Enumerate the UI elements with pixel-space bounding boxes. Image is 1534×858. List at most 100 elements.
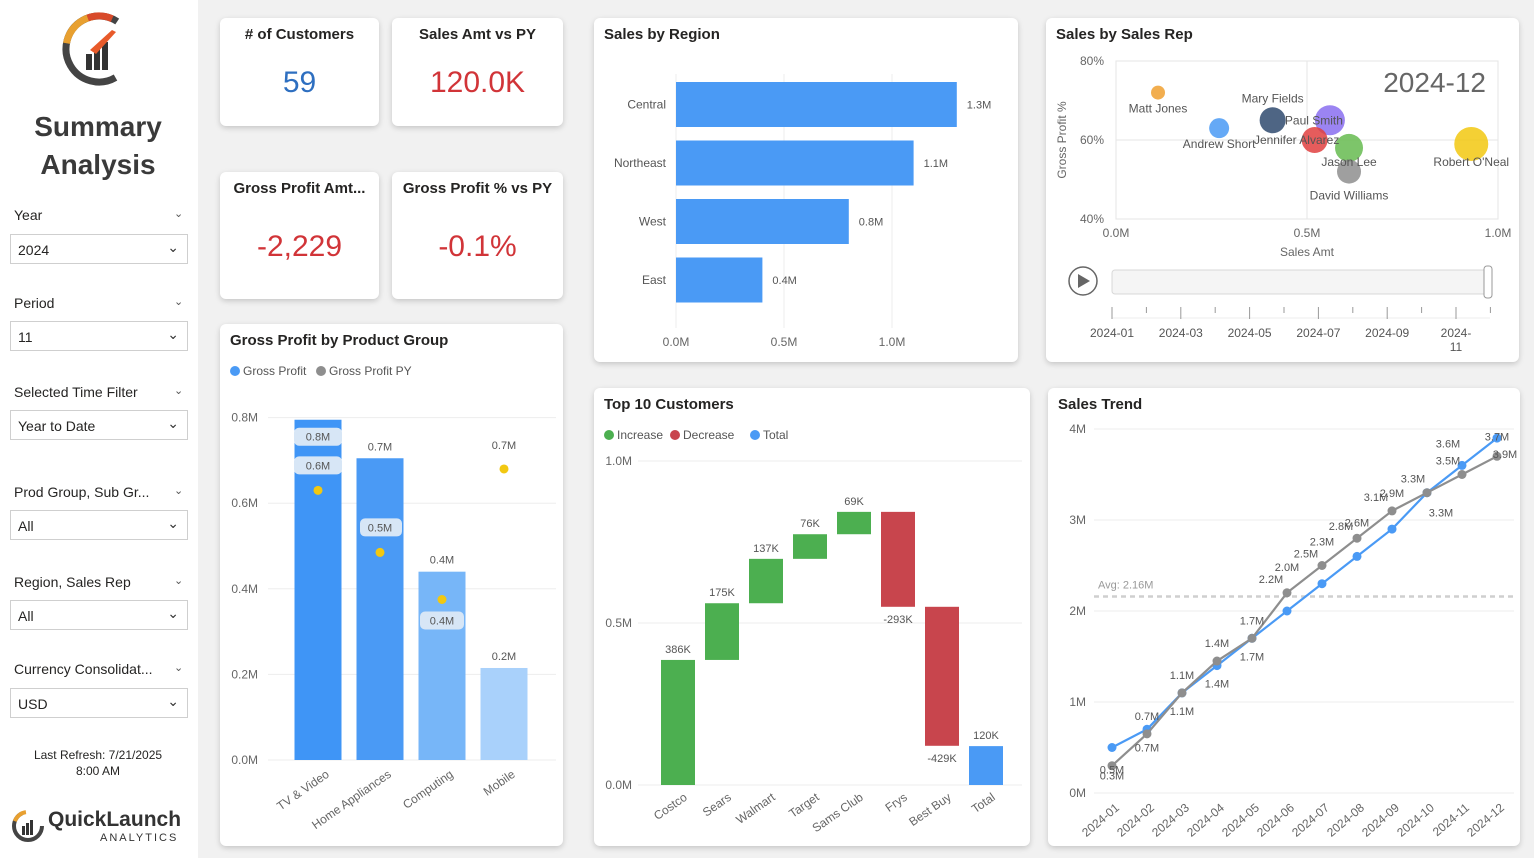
chevron-down-icon: ⌄ xyxy=(167,605,179,621)
legend-marker xyxy=(604,430,614,440)
kpi-sales-vs-py-title: Sales Amt vs PY xyxy=(418,26,536,43)
period-dropdown-value: 11 xyxy=(18,329,33,345)
gross-profit-by-group-chart: Gross Profit Gross Profit PY 0.0M 0.2M 0.4M 0… xyxy=(230,364,556,832)
timeline-label: 2024-01 xyxy=(1090,326,1134,340)
chevron-down-icon[interactable]: ⌄ xyxy=(174,485,184,497)
series-point xyxy=(1107,743,1117,752)
x-tick-label: 2024-01 xyxy=(1079,800,1122,839)
series-point xyxy=(1492,433,1502,443)
rep-label: Andrew Short xyxy=(1183,137,1256,151)
kpi-customers-card: # of Customers 59 xyxy=(220,18,379,126)
region-dropdown[interactable]: All ⌄ xyxy=(10,600,188,630)
py-marker xyxy=(375,547,385,557)
series-point xyxy=(1387,524,1397,534)
label-pill xyxy=(420,611,464,630)
sales-trend-chart: 0M 1M 2M 3M 4M Avg: 2.16M 0.3M 0.7M 1.1M 1.4M 1.7M… xyxy=(1069,422,1517,840)
x-category-label: Best Buy xyxy=(906,790,953,829)
series-point xyxy=(1457,460,1467,470)
x-tick-label: 2024-10 xyxy=(1394,800,1437,839)
year-dropdown[interactable]: 2024 ⌄ xyxy=(10,234,188,264)
bar-0 xyxy=(294,419,342,760)
chevron-down-icon[interactable]: ⌄ xyxy=(174,662,184,674)
legend-marker xyxy=(316,366,326,376)
x-category-label: Frys xyxy=(883,790,910,815)
page-title-line1: Summary xyxy=(34,111,162,142)
kpi-customers-title: # of Customers xyxy=(244,26,355,43)
x-tick-label: 2024-06 xyxy=(1254,800,1297,839)
chevron-down-icon[interactable]: ⌄ xyxy=(174,575,184,587)
sales-by-region-card: Sales by Region 0.0M 0.5M 1.0M Central 1.3M N… xyxy=(594,18,1018,362)
chevron-down-icon[interactable]: ⌄ xyxy=(174,385,184,397)
chevron-down-icon[interactable]: ⌄ xyxy=(174,208,184,220)
x-tick-label: 2024-08 xyxy=(1324,800,1367,839)
kpi-gp-pct-card: Gross Profit % vs PY -0.1% xyxy=(392,172,563,299)
rep-label: Jennifer Alvarez xyxy=(1254,133,1339,147)
bar-value-label: 386K xyxy=(665,644,691,656)
prod-group-dropdown[interactable]: All ⌄ xyxy=(10,510,188,540)
y-tick-label: 4M xyxy=(1069,422,1086,436)
y-tick-label: 60% xyxy=(1080,133,1104,147)
rep-label: Robert O'Neal xyxy=(1433,155,1509,169)
x-axis-label: Sales Amt xyxy=(1280,245,1335,259)
x-tick-label: 0.0M xyxy=(1103,226,1130,240)
x-tick-label: 2024-11 xyxy=(1430,800,1472,839)
x-category-label: Sears xyxy=(700,790,734,819)
chevron-down-icon[interactable]: ⌄ xyxy=(174,296,184,308)
gross-profit-by-group-title: Gross Profit by Product Group xyxy=(230,332,449,349)
sales-data-label: 3.6M xyxy=(1436,438,1460,450)
bar-northeast xyxy=(676,140,914,186)
sales-data-label: 1.4M xyxy=(1205,679,1229,691)
x-tick-label: 0.5M xyxy=(771,335,798,349)
bar-east xyxy=(676,257,763,303)
kpi-gp-pct-value: -0.1% xyxy=(438,230,517,263)
currency-dropdown-value: USD xyxy=(18,696,48,712)
brand-logo-icon xyxy=(12,810,44,842)
label-pill xyxy=(294,427,342,446)
y-tick-label: 0.0M xyxy=(231,753,258,767)
rep-bubble xyxy=(1301,127,1328,153)
brand-subtitle: ANALYTICS xyxy=(100,832,179,844)
brand-name: QuickLaunch xyxy=(48,808,182,831)
y-tick-label: 1M xyxy=(1069,695,1086,709)
py-data-label: 3.5M xyxy=(1436,456,1460,468)
sales-trend-card: Sales Trend 0M 1M 2M 3M 4M Avg: 2.16M 0.3M 0.7M… xyxy=(1048,388,1520,846)
sales-by-rep-chart: 0.0M 0.5M 1.0M 40% 60% 80% Sales Amt Gross Prof… xyxy=(1055,54,1512,354)
rep-bubble xyxy=(1314,105,1345,136)
series-point xyxy=(1317,561,1327,570)
bar-value-label: 69K xyxy=(844,496,864,508)
x-tick-label: 2024-02 xyxy=(1114,800,1157,839)
last-refresh-line2: 8:00 AM xyxy=(75,764,121,778)
play-axis-value: 2024-12 xyxy=(1383,67,1486,98)
y-category-label: Central xyxy=(627,98,666,112)
x-tick-label: 2024-12 xyxy=(1464,800,1507,839)
period-dropdown[interactable]: 11 ⌄ xyxy=(10,321,188,351)
time-filter-dropdown[interactable]: Year to Date ⌄ xyxy=(10,410,188,440)
period-filter-label: Period xyxy=(14,295,55,311)
x-tick-label: 2024-05 xyxy=(1219,800,1262,839)
waterfall-bar xyxy=(793,534,827,559)
x-tick-label: 2024-09 xyxy=(1359,800,1402,839)
py-data-label: 3.7M xyxy=(1485,431,1509,443)
y-category-label: Northeast xyxy=(614,156,667,170)
timeline-handle[interactable] xyxy=(1483,265,1493,299)
chevron-down-icon: ⌄ xyxy=(167,326,179,342)
x-tick-label: 0.0M xyxy=(663,335,690,349)
bar-value-label: 137K xyxy=(753,543,779,555)
py-data-label: 3.1M xyxy=(1364,492,1388,504)
bar-value-label: 120K xyxy=(973,730,999,742)
currency-dropdown[interactable]: USD ⌄ xyxy=(10,688,188,718)
py-marker xyxy=(499,464,509,474)
bar-value-label: 0.2M xyxy=(492,651,516,663)
y-tick-label: 0.0M xyxy=(605,778,632,792)
rep-label: Paul Smith xyxy=(1285,113,1343,127)
rep-bubble xyxy=(1335,133,1364,162)
series-point xyxy=(1282,606,1292,616)
x-category-label: TV & Video xyxy=(274,767,332,813)
timeline-track[interactable] xyxy=(1111,269,1491,295)
x-tick-label: 1.0M xyxy=(1485,226,1512,240)
year-dropdown-value: 2024 xyxy=(18,242,50,258)
rep-bubble xyxy=(1209,118,1230,139)
py-data-label: 1.1M xyxy=(1170,670,1194,682)
x-tick-label: 2024-04 xyxy=(1184,800,1227,839)
time-filter-dropdown-value: Year to Date xyxy=(18,418,96,434)
